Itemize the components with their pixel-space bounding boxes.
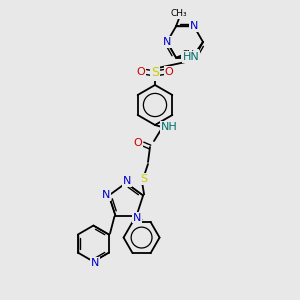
Text: N: N (132, 213, 141, 223)
Text: CH₃: CH₃ (182, 50, 198, 59)
Text: S: S (140, 174, 148, 184)
Text: CH₃: CH₃ (171, 9, 187, 18)
Text: N: N (163, 37, 171, 47)
Text: N: N (123, 176, 131, 186)
Text: O: O (136, 67, 146, 77)
Text: N: N (190, 21, 198, 32)
Text: N: N (102, 190, 110, 200)
Text: S: S (151, 67, 159, 80)
Text: O: O (165, 67, 173, 77)
Text: O: O (134, 138, 142, 148)
Text: N: N (91, 258, 100, 268)
Text: NH: NH (160, 122, 177, 132)
Text: HN: HN (183, 52, 200, 62)
